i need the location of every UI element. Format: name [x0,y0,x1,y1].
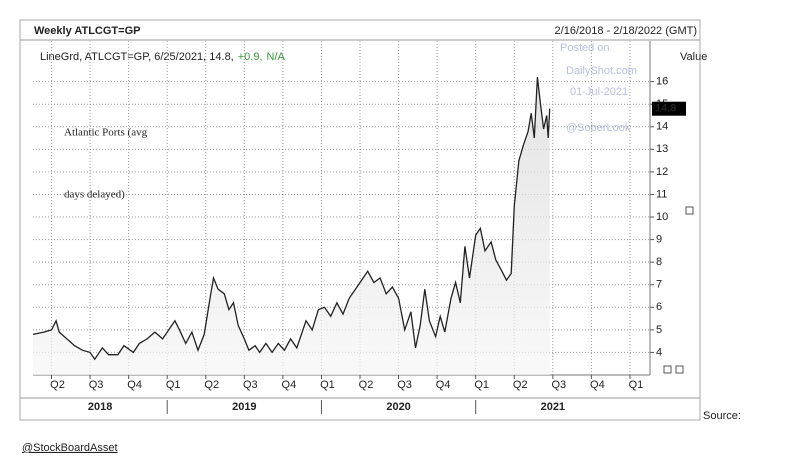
x-tick-label: Q3 [243,379,258,391]
y-tick-label: 7 [656,279,662,291]
x-tick-label: Q4 [282,379,297,391]
y-tick-label: 16 [656,76,668,88]
year-label: 2019 [232,401,256,413]
y-tick-label: 6 [656,301,662,313]
y-tick-label: 10 [656,211,668,223]
axis-icon [675,365,684,374]
x-tick-label: Q1 [474,379,489,391]
legend-status: N/A [267,51,286,63]
last-value-box [652,101,686,116]
area-fill [33,77,550,375]
legend-text: LineGrd, ATLCGT=GP, 6/25/2021, 14.8, [40,51,234,63]
x-tick-label: Q4 [590,379,605,391]
x-tick-label: Q3 [397,379,412,391]
y-axis-label: Value [680,51,707,63]
x-tick-label: Q1 [166,379,181,391]
y-tick-label: 9 [656,234,662,246]
y-tick-label: 11 [656,188,667,200]
legend-change: +0.9, [238,51,263,63]
x-tick-label: Q2 [50,379,65,391]
x-tick-label: Q3 [551,379,566,391]
chart-title: Weekly ATLCGT=GP [34,25,140,37]
credit-link[interactable]: @StockBoardAsset [22,442,118,454]
x-tick-label: Q1 [629,379,644,391]
legend: LineGrd, ATLCGT=GP, 6/25/2021, 14.8, +0.9… [40,51,286,63]
year-label: 2021 [541,401,565,413]
axis-icon [663,365,672,374]
y-tick-label: 14 [656,121,668,133]
annotation: Atlantic Ports (avg [64,127,148,139]
last-value-label: 14.8 [655,103,676,115]
year-label: 2018 [88,401,112,413]
watermark: Posted on [560,42,610,54]
x-tick-label: Q2 [359,379,374,391]
source: Source: [703,410,741,422]
watermark: DailyShot.com [566,65,637,77]
line [32,77,551,361]
x-tick-label: Q2 [204,379,219,391]
x-tick-label: Q4 [127,379,142,391]
y-tick-label: 4 [656,346,662,358]
y-tick-label: 12 [656,166,668,178]
annotation: days delayed) [64,189,125,201]
watermark: 01-Jul-2021 [570,86,628,98]
x-tick-label: Q4 [436,379,451,391]
x-tick-label: Q2 [513,379,528,391]
watermark: @SoberLook [566,122,631,134]
x-tick-label: Q3 [89,379,104,391]
y-tick-label: 13 [656,143,668,155]
plot: 45678910111213141516Q2Q3Q4Q1Q2Q3Q4Q1Q2Q3… [32,41,686,414]
year-label: 2020 [386,401,410,413]
y-tick-label: 8 [656,256,662,268]
y-tick-label: 5 [656,324,662,336]
date-range: 2/16/2018 - 2/18/2022 (GMT) [555,25,697,37]
axis-icon [685,206,694,215]
x-tick-label: Q1 [320,379,335,391]
